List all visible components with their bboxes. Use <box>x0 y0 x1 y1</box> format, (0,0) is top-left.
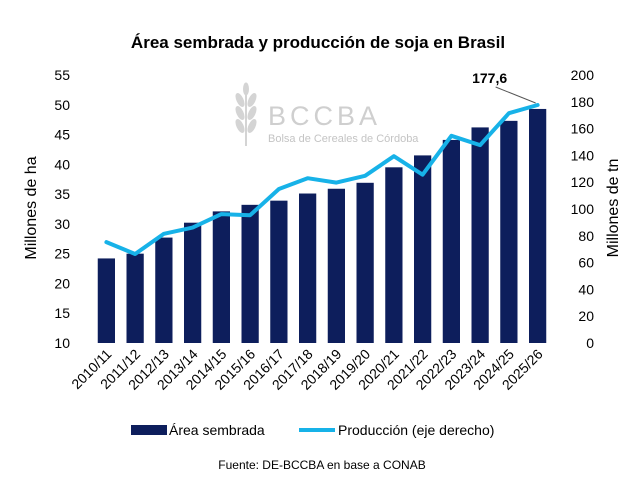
y2-tick-label: 120 <box>571 174 595 190</box>
y-tick-label: 35 <box>54 186 70 202</box>
legend-label-bar: Área sembrada <box>169 422 265 438</box>
line-series <box>104 103 540 256</box>
y-tick-label: 20 <box>54 275 70 291</box>
bar <box>155 237 173 343</box>
y2-tick-label: 0 <box>586 335 594 351</box>
y-tick-label: 10 <box>54 335 70 351</box>
bar <box>241 204 259 343</box>
bar <box>442 139 460 343</box>
y2-axis-label: Millones de tn <box>605 159 622 258</box>
y-tick-label: 15 <box>54 305 70 321</box>
bar-series <box>97 108 547 344</box>
y-tick-label: 40 <box>54 156 70 172</box>
bar <box>356 182 374 343</box>
y-axis-label: Millones de ha <box>23 156 40 259</box>
wheat-icon <box>235 82 257 146</box>
watermark-logo-text: BCCBA <box>268 101 381 131</box>
y2-tick-label: 80 <box>578 228 594 244</box>
y-tick-label: 50 <box>54 97 70 113</box>
y-tick-label: 55 <box>54 67 70 83</box>
y-tick-label: 45 <box>54 127 70 143</box>
bar <box>414 155 432 343</box>
legend-label-line: Producción (eje derecho) <box>338 422 494 438</box>
bar <box>471 127 489 343</box>
bar <box>327 188 345 343</box>
source-note: Fuente: DE-BCCBA en base a CONAB <box>218 458 425 472</box>
bar <box>529 108 547 344</box>
watermark-subtitle: Bolsa de Cereales de Córdoba <box>268 133 419 145</box>
left-axis: 10 15 20 25 30 35 40 45 50 55 <box>54 67 70 351</box>
y2-tick-label: 40 <box>578 281 594 297</box>
watermark: BCCBA Bolsa de Cereales de Córdoba <box>235 82 419 146</box>
bar <box>385 167 403 343</box>
y2-tick-label: 200 <box>571 67 595 83</box>
legend-swatch-bar <box>131 425 167 435</box>
bar <box>126 253 144 343</box>
bar <box>184 222 202 343</box>
legend: Área sembrada Producción (eje derecho) <box>131 422 494 438</box>
bar <box>212 211 230 343</box>
y2-tick-label: 180 <box>571 94 595 110</box>
bar <box>500 120 518 343</box>
y2-tick-label: 20 <box>578 308 594 324</box>
bar <box>299 193 317 343</box>
y-tick-label: 25 <box>54 246 70 262</box>
y2-tick-label: 60 <box>578 255 594 271</box>
bar <box>270 200 288 343</box>
chart-title: Área sembrada y producción de soja en Br… <box>131 33 505 52</box>
annotations: 177,6 <box>472 70 536 104</box>
y2-tick-label: 100 <box>571 201 595 217</box>
x-axis: 2010/112011/122012/132013/142014/152015/… <box>68 346 546 393</box>
y2-tick-label: 140 <box>571 147 595 163</box>
right-axis: 0 20 40 60 80 100 120 140 160 180 200 <box>571 67 595 351</box>
y2-tick-label: 160 <box>571 121 595 137</box>
bar <box>97 258 115 343</box>
data-label: 177,6 <box>472 70 507 86</box>
annotation-leader <box>495 86 536 104</box>
y-tick-label: 30 <box>54 216 70 232</box>
production-line <box>104 103 540 256</box>
